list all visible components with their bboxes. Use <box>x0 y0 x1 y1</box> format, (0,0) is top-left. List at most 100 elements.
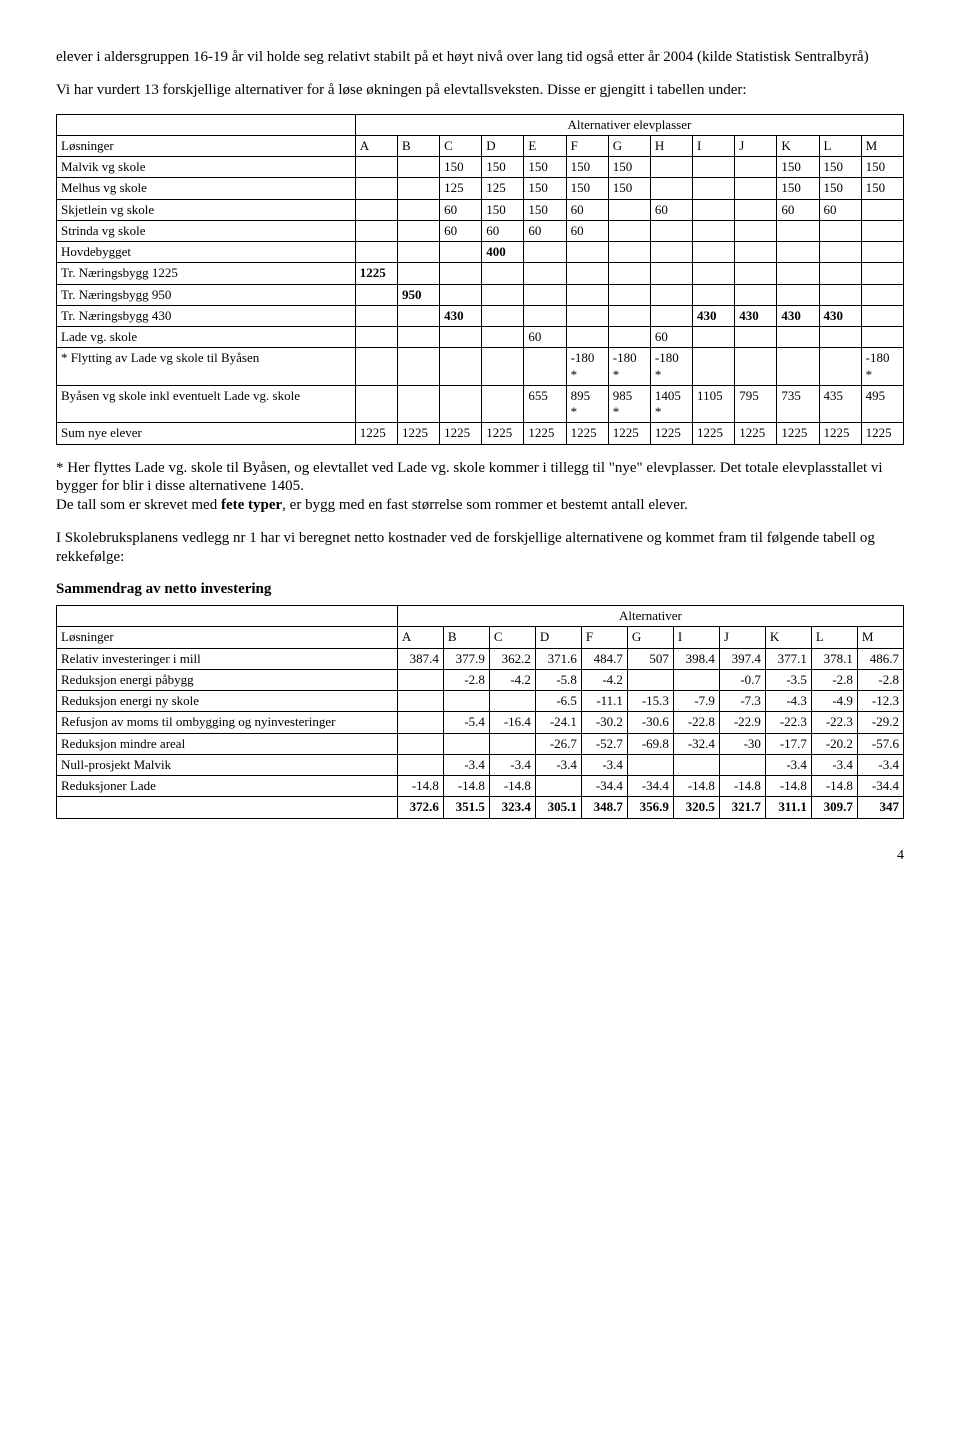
cell: 309.7 <box>811 797 857 818</box>
cell <box>440 242 482 263</box>
cell: 150 <box>566 157 608 178</box>
cell <box>482 284 524 305</box>
cell <box>777 348 819 386</box>
cell: 387.4 <box>397 648 443 669</box>
t2-h-0: Løsninger <box>57 627 398 648</box>
cell <box>777 327 819 348</box>
cell: 362.2 <box>489 648 535 669</box>
t1-h-10: J <box>735 135 777 156</box>
cell: -34.4 <box>857 776 903 797</box>
t2-h-2: B <box>443 627 489 648</box>
cell: -4.2 <box>489 669 535 690</box>
cell <box>524 348 566 386</box>
cell: -5.8 <box>535 669 581 690</box>
t1-corner-blank <box>57 114 356 135</box>
note-t1-line2-post: , er bygg med en fast størrelse som romm… <box>282 497 688 513</box>
cell: 321.7 <box>719 797 765 818</box>
cell <box>777 220 819 241</box>
cell: -26.7 <box>535 733 581 754</box>
row-label: Tr. Næringsbygg 430 <box>57 305 356 326</box>
cell <box>735 284 777 305</box>
table-row: Lade vg. skole6060 <box>57 327 904 348</box>
cell <box>608 199 650 220</box>
row-label: Skjetlein vg skole <box>57 199 356 220</box>
cell <box>566 263 608 284</box>
cell <box>397 691 443 712</box>
cell: 1225 <box>777 423 819 444</box>
note-after-t1: * Her flyttes Lade vg. skole til Byåsen,… <box>56 459 904 515</box>
table-row: Reduksjon mindre areal-26.7-52.7-69.8-32… <box>57 733 904 754</box>
cell <box>735 220 777 241</box>
row-label: Refusjon av moms til ombygging og nyinve… <box>57 712 398 733</box>
table-row: Reduksjoner Lade-14.8-14.8-14.8-34.4-34.… <box>57 776 904 797</box>
cell: 1225 <box>650 423 692 444</box>
paragraph-2: Vi har vurdert 13 forskjellige alternati… <box>56 81 904 100</box>
cell <box>440 327 482 348</box>
cell <box>735 263 777 284</box>
cell: 1225 <box>397 423 439 444</box>
cell <box>355 305 397 326</box>
cell: 397.4 <box>719 648 765 669</box>
cell <box>627 754 673 775</box>
cell: -22.9 <box>719 712 765 733</box>
cell <box>489 733 535 754</box>
cell <box>650 220 692 241</box>
cell <box>440 284 482 305</box>
cell <box>397 348 439 386</box>
cell <box>819 220 861 241</box>
cell <box>482 348 524 386</box>
cell: 60 <box>524 220 566 241</box>
cell: -24.1 <box>535 712 581 733</box>
t1-h-3: C <box>440 135 482 156</box>
t1-h-8: H <box>650 135 692 156</box>
cell: 60 <box>566 220 608 241</box>
cell: 378.1 <box>811 648 857 669</box>
cell: -14.8 <box>811 776 857 797</box>
cell: 150 <box>482 157 524 178</box>
note-t1-line1: * Her flyttes Lade vg. skole til Byåsen,… <box>56 460 883 495</box>
cell: -180* <box>861 348 903 386</box>
cell: -7.3 <box>719 691 765 712</box>
cell <box>397 178 439 199</box>
cell: -20.2 <box>811 733 857 754</box>
cell: 60 <box>440 220 482 241</box>
cell: -11.1 <box>581 691 627 712</box>
cell <box>735 157 777 178</box>
cell: 150 <box>524 178 566 199</box>
table-row: Malvik vg skole150150150150150150150150 <box>57 157 904 178</box>
t2-h-11: M <box>857 627 903 648</box>
cell <box>777 284 819 305</box>
cell <box>819 348 861 386</box>
row-label: Null-prosjekt Malvik <box>57 754 398 775</box>
page-number: 4 <box>56 847 904 865</box>
cell <box>397 263 439 284</box>
cell <box>735 327 777 348</box>
cell <box>693 242 735 263</box>
cell: 60 <box>566 199 608 220</box>
cell: 1225 <box>566 423 608 444</box>
cell <box>355 348 397 386</box>
cell <box>650 157 692 178</box>
cell <box>693 348 735 386</box>
cell: 125 <box>482 178 524 199</box>
table-investering: Alternativer Løsninger A B C D F G I J K… <box>56 605 904 819</box>
cell <box>650 178 692 199</box>
cell <box>397 754 443 775</box>
cell: 150 <box>482 199 524 220</box>
cell: 430 <box>440 305 482 326</box>
cell: -14.8 <box>673 776 719 797</box>
cell: 1225 <box>524 423 566 444</box>
cell <box>819 284 861 305</box>
cell: 495 <box>861 385 903 423</box>
t2-h-8: J <box>719 627 765 648</box>
table-elevplasser: Alternativer elevplasser Løsninger A B C… <box>56 114 904 445</box>
cell <box>735 178 777 199</box>
t1-h-6: F <box>566 135 608 156</box>
cell: 351.5 <box>443 797 489 818</box>
cell <box>735 348 777 386</box>
cell: 150 <box>777 157 819 178</box>
cell: 377.9 <box>443 648 489 669</box>
cell: 1225 <box>861 423 903 444</box>
cell <box>440 348 482 386</box>
row-label: Melhus vg skole <box>57 178 356 199</box>
